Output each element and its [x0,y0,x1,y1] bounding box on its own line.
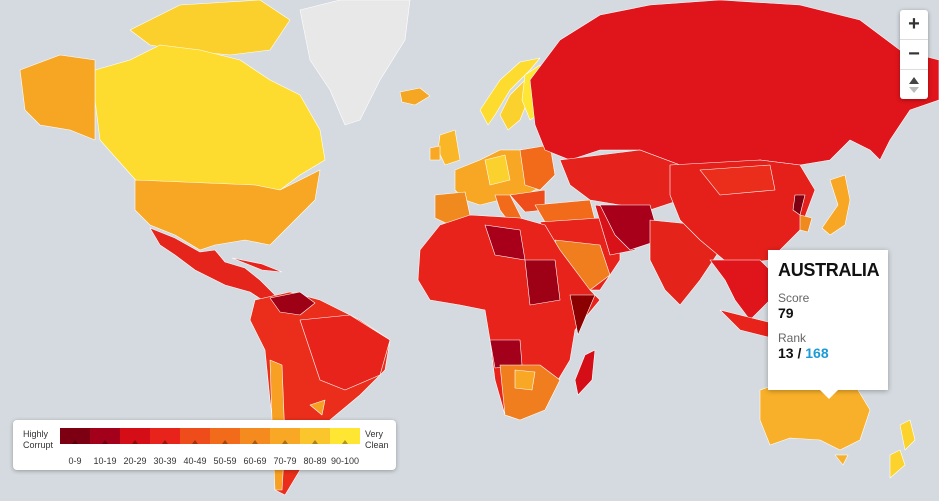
country [514,369,536,391]
legend-bin: 40-49 [180,428,210,466]
country [821,174,851,236]
legend: Highly Corrupt 0-9 10-19 20-29 30-39 40-49 50… [13,420,396,470]
country [299,314,391,391]
legend-bins: 0-9 10-19 20-29 30-39 40-49 50-59 60-69 70-79 80… [60,428,360,466]
legend-high-label: Very Clean [365,429,389,450]
rank-label: Rank [778,331,807,345]
legend-swatch [150,428,180,444]
country [429,145,441,161]
country [699,164,776,196]
country [269,291,316,316]
country [399,87,431,106]
country [799,214,813,233]
rank-value: 13 / 168 [778,345,878,361]
legend-bin: 10-19 [90,428,120,466]
legend-bin: 70-79 [270,428,300,466]
country [889,449,906,479]
zoom-out-button[interactable]: − [900,40,928,70]
reset-icon [909,76,919,93]
legend-bin: 30-39 [150,428,180,466]
country [524,259,561,306]
country [19,54,96,141]
legend-swatch [270,428,300,444]
rank-separator: / [797,345,802,361]
country [489,339,523,369]
legend-bin-label: 50-59 [213,456,237,466]
rank: 13 [778,345,794,361]
country-tooltip: AUSTRALIA Score 79 Rank 13 / 168 [768,250,888,399]
tooltip-title: AUSTRALIA [778,260,880,280]
legend-bin-label: 70-79 [273,456,297,466]
legend-swatch [240,428,270,444]
country [231,257,283,273]
legend-low-label: Highly Corrupt [23,429,54,450]
rank-total[interactable]: 168 [805,345,829,361]
legend-bin-label: 90-100 [330,456,360,466]
legend-bin: 60-69 [240,428,270,466]
zoom-in-button[interactable]: + [900,10,928,40]
legend-swatch [210,428,240,444]
score-label: Score [778,291,810,305]
legend-bin-label: 20-29 [123,456,147,466]
reset-button[interactable] [900,70,928,99]
score-value: 79 [778,305,794,321]
legend-bin-label: 30-39 [153,456,177,466]
legend-swatch [60,428,90,444]
country [94,44,326,191]
map-controls: + − [900,10,928,99]
country [529,0,939,171]
legend-bin: 50-59 [210,428,240,466]
country [484,154,511,186]
legend-bin-label: 80-89 [303,456,327,466]
legend-bin-label: 40-49 [183,456,207,466]
country [574,349,596,396]
country [309,399,326,416]
legend-swatch [120,428,150,444]
legend-bin: 90-100 [330,428,360,466]
legend-swatch [90,428,120,444]
country [599,204,661,251]
country [134,169,321,251]
legend-bin: 80-89 [300,428,330,466]
country [899,419,916,451]
legend-swatch [300,428,330,444]
legend-bin-label: 10-19 [93,456,117,466]
country [299,0,411,126]
legend-bin: 20-29 [120,428,150,466]
legend-bin-label: 60-69 [243,456,267,466]
legend-swatch [180,428,210,444]
country [834,454,849,466]
country [569,294,596,336]
legend-bin-label: 0-9 [68,456,82,466]
legend-bin: 0-9 [60,428,90,466]
country [709,259,781,321]
legend-swatch [330,428,360,444]
